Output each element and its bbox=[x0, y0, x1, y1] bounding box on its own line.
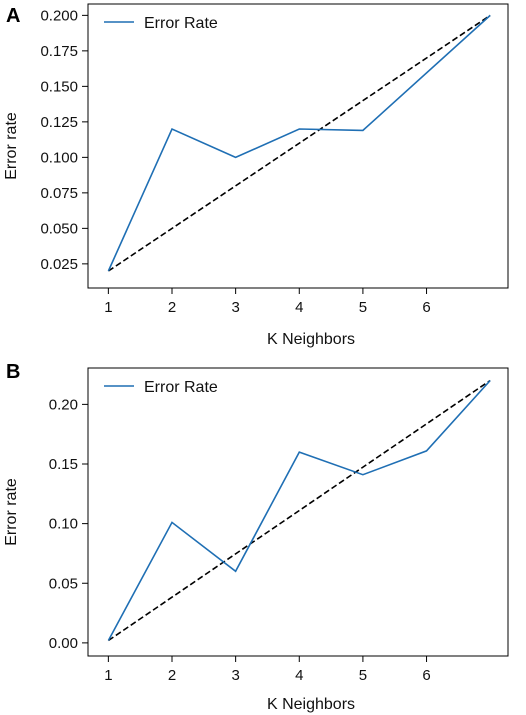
x-axis-label: K Neighbors bbox=[267, 331, 355, 348]
y-tick-label: 0.125 bbox=[40, 114, 78, 131]
x-tick-label: 1 bbox=[104, 299, 112, 316]
reference-line bbox=[107, 379, 491, 642]
y-tick-label: 0.10 bbox=[49, 516, 78, 533]
legend: Error Rate bbox=[104, 379, 218, 396]
y-tick-label: 0.025 bbox=[40, 256, 78, 273]
y-tick-label: 0.15 bbox=[49, 456, 78, 473]
y-tick-label: 0.050 bbox=[40, 220, 78, 237]
x-tick-label: 6 bbox=[422, 299, 430, 316]
y-tick-label: 0.175 bbox=[40, 43, 78, 60]
x-tick-label: 3 bbox=[231, 299, 239, 316]
panel-label: A bbox=[6, 5, 20, 27]
y-tick-label: 0.05 bbox=[49, 575, 78, 592]
x-tick-label: 5 bbox=[359, 299, 367, 316]
y-tick-label: 0.100 bbox=[40, 149, 78, 166]
y-axis-label: Error rate bbox=[3, 112, 20, 180]
legend-label: Error Rate bbox=[144, 15, 218, 32]
reference-line bbox=[107, 14, 491, 272]
legend: Error Rate bbox=[104, 15, 218, 32]
x-tick-label: 2 bbox=[168, 299, 176, 316]
y-tick-label: 0.075 bbox=[40, 185, 78, 202]
x-tick-label: 4 bbox=[295, 299, 303, 316]
legend-label: Error Rate bbox=[144, 379, 218, 396]
series-line-error-rate bbox=[107, 379, 491, 641]
y-tick-label: 0.20 bbox=[49, 396, 78, 413]
x-axis-label: K Neighbors bbox=[267, 696, 355, 713]
plot-frame bbox=[87, 3, 509, 289]
x-tick-label: 1 bbox=[104, 667, 112, 684]
y-tick-label: 0.200 bbox=[40, 7, 78, 24]
series-line-error-rate bbox=[107, 14, 491, 272]
x-tick-label: 3 bbox=[231, 667, 239, 684]
chart-panel-b: B 1 2 3 4 5 6 0.00 0.05 0.10 0.15 0.20 K Neighbors Er… bbox=[3, 361, 509, 713]
panel-label: B bbox=[6, 361, 20, 383]
x-tick-label: 2 bbox=[168, 667, 176, 684]
plot-frame bbox=[87, 367, 509, 657]
x-tick-label: 4 bbox=[295, 667, 303, 684]
chart-panel-a: A 1 2 3 4 5 6 0.025 0.050 0.075 0.100 0.125 0.150 0.1… bbox=[3, 3, 509, 348]
x-tick-label: 5 bbox=[359, 667, 367, 684]
y-axis-label: Error rate bbox=[3, 478, 20, 546]
y-tick-label: 0.00 bbox=[49, 635, 78, 652]
x-tick-label: 6 bbox=[422, 667, 430, 684]
y-tick-label: 0.150 bbox=[40, 78, 78, 95]
